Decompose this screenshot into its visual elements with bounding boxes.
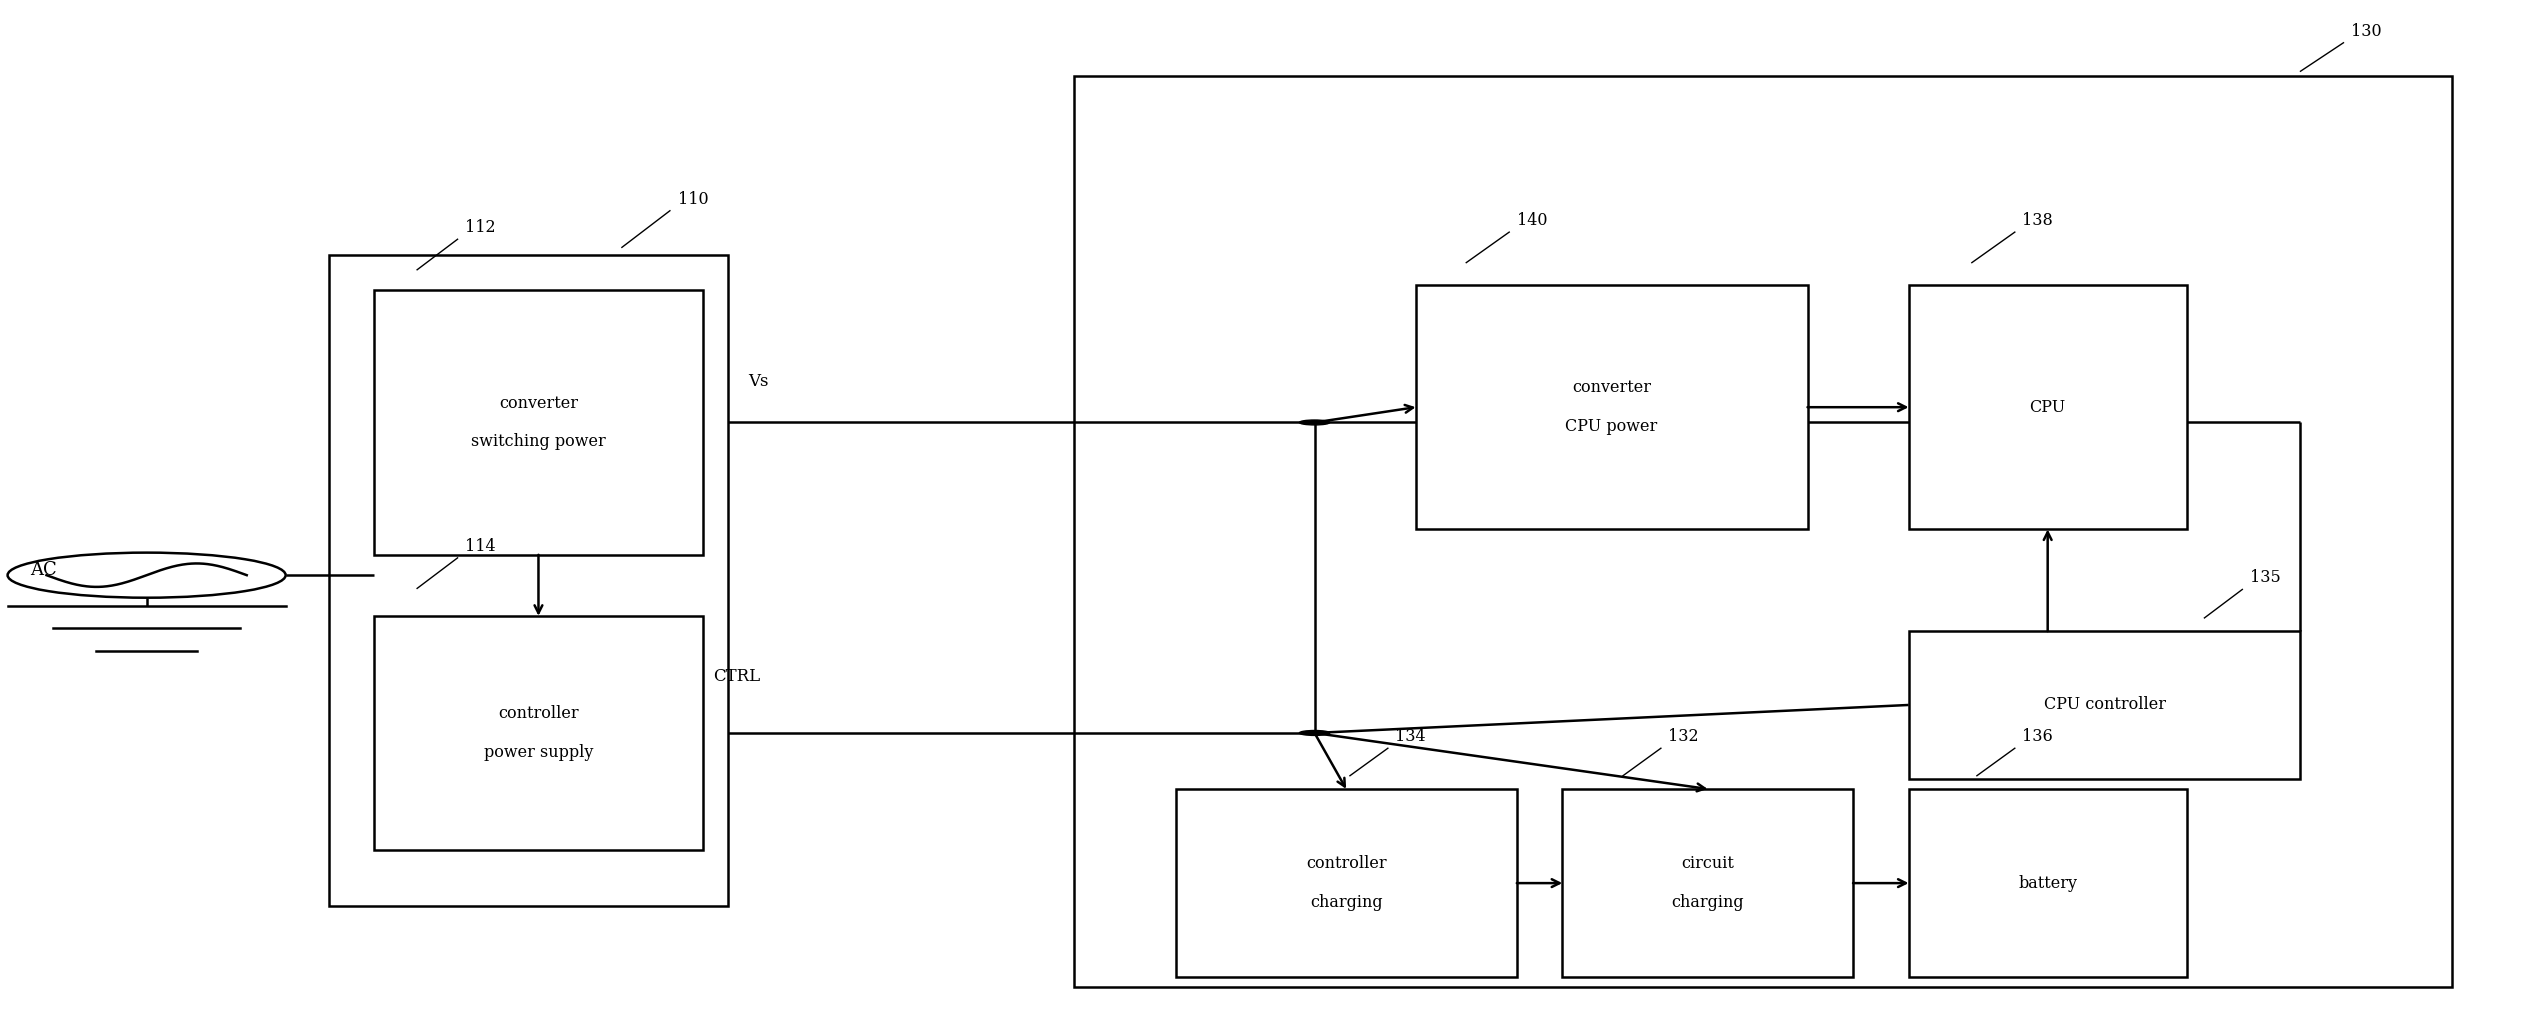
Text: charging: charging (1671, 894, 1744, 911)
Text: 136: 136 (2022, 728, 2053, 745)
Bar (1176, 789, 1517, 977)
Text: 140: 140 (1517, 212, 1547, 229)
Text: converter: converter (498, 395, 579, 411)
Text: AC: AC (30, 561, 58, 579)
Text: 112: 112 (465, 219, 495, 236)
Text: controller: controller (1307, 855, 1385, 872)
Text: CPU: CPU (2030, 399, 2065, 415)
Text: switching power: switching power (470, 434, 607, 450)
Bar (1562, 789, 1853, 977)
Text: 134: 134 (1395, 728, 1426, 745)
Bar (374, 616, 703, 850)
Text: CTRL: CTRL (713, 669, 761, 685)
Text: 138: 138 (2022, 212, 2053, 229)
Text: 135: 135 (2250, 569, 2280, 586)
Text: CPU power: CPU power (1565, 418, 1658, 435)
Text: CPU controller: CPU controller (2043, 696, 2166, 714)
Ellipse shape (1299, 420, 1330, 425)
Bar (1909, 789, 2187, 977)
Text: power supply: power supply (483, 744, 594, 760)
Ellipse shape (1299, 731, 1330, 735)
Text: controller: controller (498, 705, 579, 722)
Bar (1909, 285, 2187, 529)
Text: battery: battery (2017, 874, 2078, 892)
Bar (1909, 631, 2300, 779)
Text: converter: converter (1572, 380, 1651, 396)
Text: Vs: Vs (748, 374, 769, 390)
Text: charging: charging (1310, 894, 1383, 911)
Bar (329, 254, 728, 906)
Text: 110: 110 (678, 190, 708, 208)
Ellipse shape (8, 553, 286, 598)
Bar (1074, 76, 2452, 987)
Text: circuit: circuit (1681, 855, 1734, 872)
Text: 132: 132 (1668, 728, 1699, 745)
Bar (1416, 285, 1808, 529)
Text: 130: 130 (2351, 22, 2381, 40)
Text: 114: 114 (465, 538, 495, 555)
Bar (374, 290, 703, 555)
